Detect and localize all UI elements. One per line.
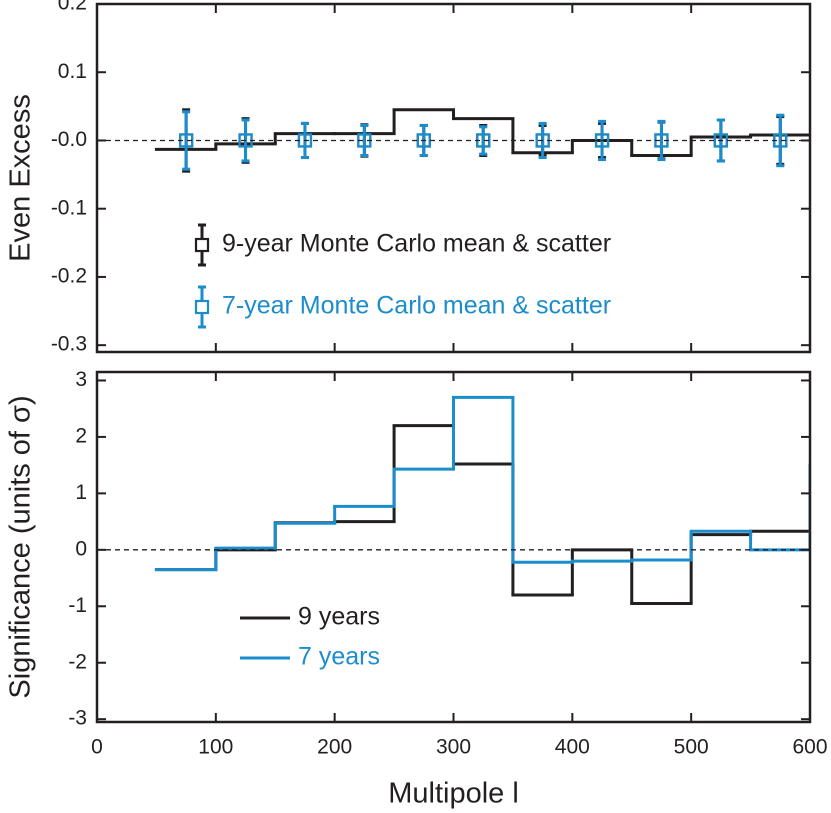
x-tick-label: 400 [555, 736, 590, 759]
x-tick-label: 500 [674, 736, 709, 759]
plot-frame [95, 370, 812, 724]
y-tick-label: -0.1 [51, 196, 87, 219]
x-tick-label: 100 [198, 736, 233, 759]
y-tick-label: 3 [75, 368, 87, 391]
legend-marker [194, 299, 210, 315]
legend-label: 9-year Monte Carlo mean & scatter [222, 230, 611, 258]
legend-label: 7 years [298, 643, 380, 671]
y-tick-label: 1 [75, 481, 87, 504]
x-tick-label: 200 [317, 736, 352, 759]
x-tick-label: 600 [792, 736, 827, 759]
plot-frame [95, 2, 812, 354]
y-tick-label: 0 [75, 537, 87, 560]
y-tick-label: -3 [68, 707, 87, 730]
plot-area [154, 395, 810, 605]
y-tick-label: 2 [75, 424, 87, 447]
y-tick-label: -1 [68, 594, 87, 617]
x-axis-label: Multipole l [388, 778, 519, 810]
legend-label: 7-year Monte Carlo mean & scatter [222, 292, 611, 320]
y-tick-label: 0.2 [58, 0, 87, 15]
y-tick-label: 0.1 [58, 60, 87, 83]
x-tick-label: 300 [436, 736, 471, 759]
y-tick-label: -2 [68, 650, 87, 673]
y-axis-label: Significance (units of σ) [5, 395, 37, 698]
y-tick-label: -0.2 [51, 264, 87, 287]
marker [416, 133, 431, 148]
x-tick-label: 0 [91, 736, 103, 759]
legend-label: 9 years [298, 603, 380, 631]
legend-marker [194, 237, 210, 253]
y-tick-label: -0.3 [51, 333, 87, 356]
marker [713, 133, 728, 148]
y-tick-label: -0.0 [51, 128, 87, 151]
y-axis-label: Even Excess [5, 94, 37, 262]
